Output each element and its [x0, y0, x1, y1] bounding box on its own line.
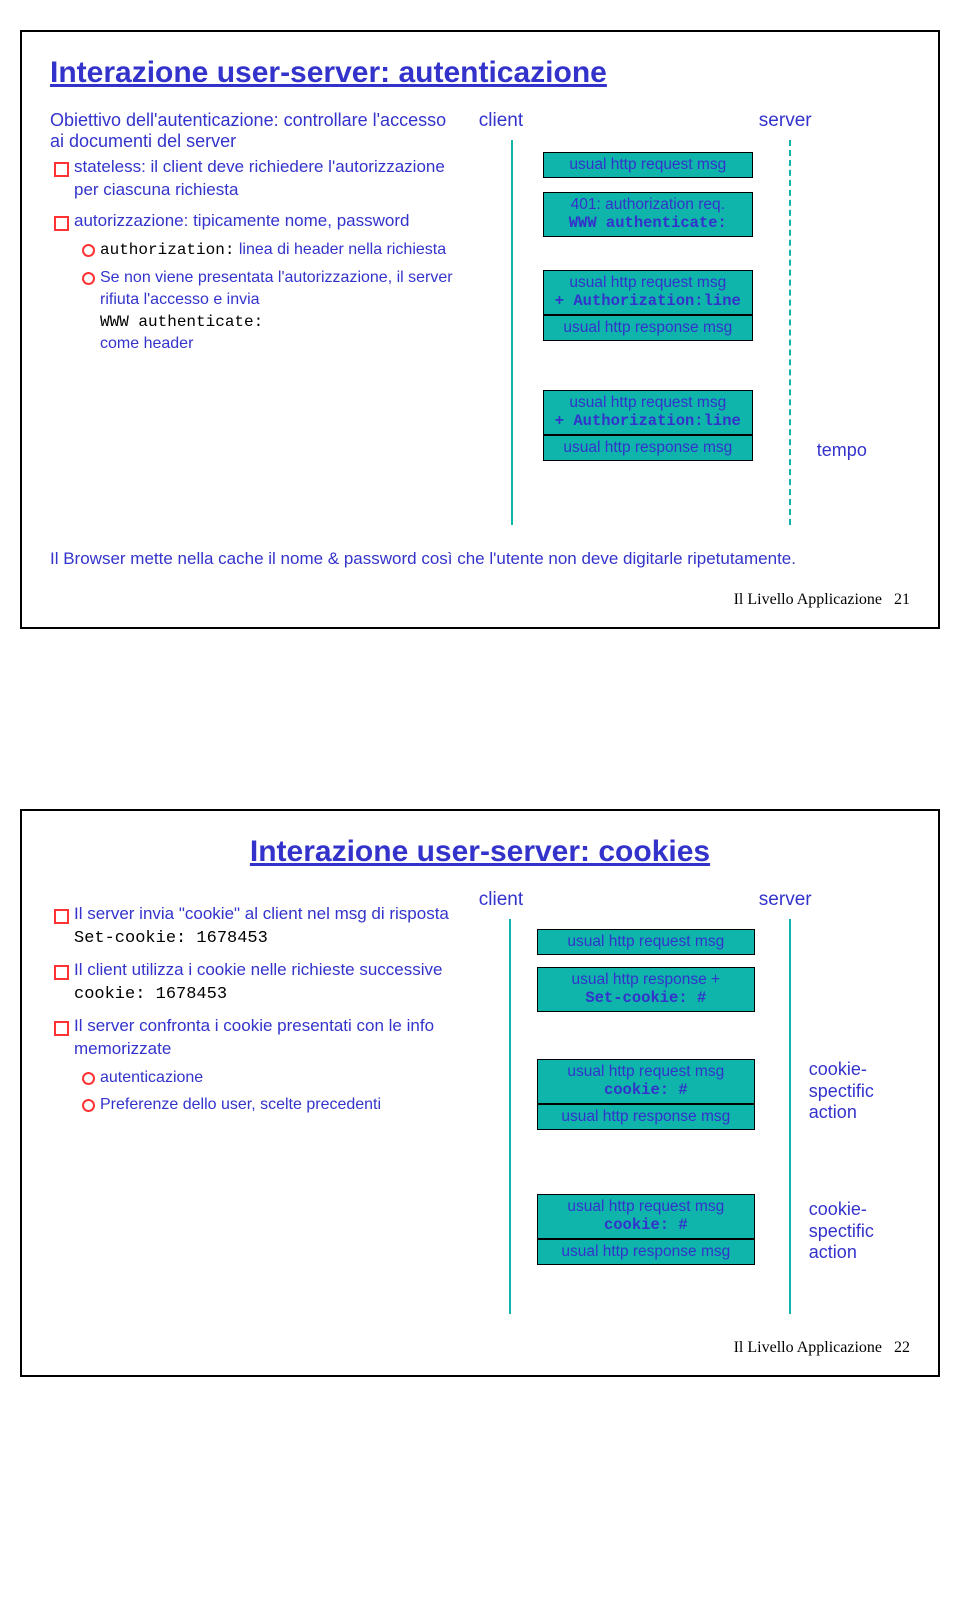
client-label2: client — [479, 889, 523, 911]
msg-401a: 401: authorization req. — [571, 196, 725, 213]
c-msg5a: usual http request msg — [567, 1198, 724, 1215]
msg-resp2-text: usual http response msg — [563, 319, 732, 336]
sub-authorization: authorization: linea di header nella ric… — [82, 239, 463, 262]
c-msg3a: usual http request msg — [567, 1063, 724, 1080]
msg-req3b: + Authorization:line — [555, 412, 741, 430]
slide2-seq: client server usual http request msg usu… — [479, 889, 926, 1319]
c-msg5b: cookie: # — [604, 1216, 688, 1234]
c-msg1: usual http request msg — [537, 929, 755, 955]
slide2-title: Interazione user-server: cookies — [50, 835, 910, 869]
c-msg1-text: usual http request msg — [567, 933, 724, 950]
c-msg2a: usual http response + — [571, 971, 720, 988]
c-msg3: usual http request msg cookie: # — [537, 1059, 755, 1104]
slide1-footer: Il Livello Applicazione 21 — [50, 591, 910, 609]
slide1-columns: Obiettivo dell'autenticazione: controlla… — [50, 110, 910, 540]
footer-num: 21 — [894, 591, 910, 608]
b2-code: cookie: 1678453 — [74, 985, 227, 1004]
www-auth-kw: WWW authenticate: — [100, 313, 263, 331]
msg-req3: usual http request msg + Authorization:l… — [543, 390, 753, 435]
slide1-intro: Obiettivo dell'autenticazione: controlla… — [50, 110, 463, 152]
action1: cookie-spectific action — [809, 1059, 899, 1124]
b1-text: Il server invia "cookie" al client nel m… — [74, 904, 449, 923]
c-msg6: usual http response msg — [537, 1239, 755, 1265]
c-msg5: usual http request msg cookie: # — [537, 1194, 755, 1239]
client-lifeline2 — [509, 919, 511, 1314]
bullet-set-cookie: Il server invia "cookie" al client nel m… — [54, 903, 463, 951]
msg-req1-text: usual http request msg — [569, 156, 726, 173]
bullet-use-cookie: Il client utilizza i cookie nelle richie… — [54, 959, 463, 1007]
footer-text2: Il Livello Applicazione — [734, 1339, 882, 1356]
client-label: client — [479, 110, 523, 132]
www-auth-post: come header — [100, 335, 193, 352]
slide1-seq: client server usual http request msg 401… — [479, 110, 926, 540]
server-lifeline — [789, 140, 791, 525]
b1-code: Set-cookie: 1678453 — [74, 929, 268, 948]
msg-req2: usual http request msg + Authorization:l… — [543, 270, 753, 315]
bullet-compare: Il server confronta i cookie presentati … — [54, 1015, 463, 1116]
action1-text: cookie-spectific action — [809, 1059, 874, 1122]
bullet-auth: autorizzazione: tipicamente nome, passwo… — [54, 210, 463, 355]
c-msg2: usual http response + Set-cookie: # — [537, 967, 755, 1012]
authorization-kw: authorization: — [100, 241, 234, 259]
msg-401: 401: authorization req. WWW authenticate… — [543, 192, 753, 237]
www-auth-pre: Se non viene presentata l'autorizzazione… — [100, 269, 453, 308]
slide-auth: Interazione user-server: autenticazione … — [20, 30, 940, 629]
sub-www-auth: Se non viene presentata l'autorizzazione… — [82, 267, 463, 354]
slide1-bullets: stateless: il client deve richiedere l'a… — [50, 156, 463, 355]
msg-resp3: usual http response msg — [543, 435, 753, 461]
c-msg4-text: usual http response msg — [561, 1108, 730, 1125]
msg-resp2: usual http response msg — [543, 315, 753, 341]
c-msg3b: cookie: # — [604, 1081, 688, 1099]
slide2-right: client server usual http request msg usu… — [479, 889, 926, 1319]
action2-text: cookie-spectific action — [809, 1199, 874, 1262]
authorization-rest: linea di header nella richiesta — [234, 241, 446, 258]
c-msg2b: Set-cookie: # — [585, 989, 706, 1007]
tempo-label: tempo — [817, 440, 867, 462]
sub-prefs: Preferenze dello user, scelte precedenti — [82, 1094, 463, 1116]
msg-req1: usual http request msg — [543, 152, 753, 178]
msg-req2a: usual http request msg — [569, 274, 726, 291]
server-lifeline2 — [789, 919, 791, 1314]
slide1-left: Obiettivo dell'autenticazione: controlla… — [50, 110, 463, 540]
footer-text: Il Livello Applicazione — [734, 591, 882, 608]
slide1-title: Interazione user-server: autenticazione — [50, 56, 910, 90]
sub-auth: autenticazione — [82, 1067, 463, 1089]
slide2-bullets: Il server invia "cookie" al client nel m… — [50, 903, 463, 1116]
footer-num2: 22 — [894, 1339, 910, 1356]
client-lifeline — [511, 140, 513, 525]
bullet-stateless: stateless: il client deve richiedere l'a… — [54, 156, 463, 202]
slide2-left: Il server invia "cookie" al client nel m… — [50, 889, 463, 1319]
slide1-right: client server usual http request msg 401… — [479, 110, 926, 540]
msg-resp3-text: usual http response msg — [563, 439, 732, 456]
slide2-footer: Il Livello Applicazione 22 — [50, 1339, 910, 1357]
msg-req2b: + Authorization:line — [555, 292, 741, 310]
server-label: server — [759, 110, 812, 132]
b3-text: Il server confronta i cookie presentati … — [74, 1016, 434, 1058]
slide2-columns: Il server invia "cookie" al client nel m… — [50, 889, 910, 1319]
action2: cookie-spectific action — [809, 1199, 899, 1264]
slide1-note: Il Browser mette nella cache il nome & p… — [50, 548, 910, 571]
server-label2: server — [759, 889, 812, 911]
slide2-sub: autenticazione Preferenze dello user, sc… — [74, 1067, 463, 1116]
c-msg4: usual http response msg — [537, 1104, 755, 1130]
slide1-sub: authorization: linea di header nella ric… — [74, 239, 463, 355]
c-msg6-text: usual http response msg — [561, 1243, 730, 1260]
msg-req3a: usual http request msg — [569, 394, 726, 411]
bullet-auth-text: autorizzazione: tipicamente nome, passwo… — [74, 211, 409, 230]
msg-401b: WWW authenticate: — [569, 214, 727, 232]
b2-text: Il client utilizza i cookie nelle richie… — [74, 960, 443, 979]
slide-cookies: Interazione user-server: cookies Il serv… — [20, 809, 940, 1377]
